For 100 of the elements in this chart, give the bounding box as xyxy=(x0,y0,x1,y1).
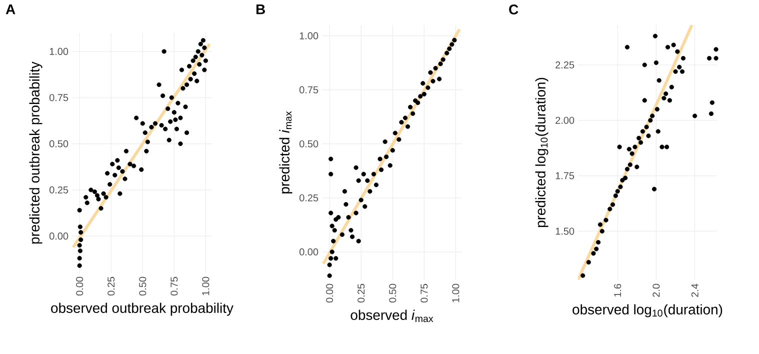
point xyxy=(408,104,413,110)
point xyxy=(328,210,334,216)
point xyxy=(428,70,433,75)
point xyxy=(382,139,388,144)
x-tick-label: 0.75 xyxy=(420,284,428,303)
point xyxy=(447,46,452,52)
y-tick-label: 0.50 xyxy=(299,140,318,148)
point xyxy=(680,56,686,61)
point xyxy=(437,76,442,82)
point xyxy=(358,198,364,202)
y-tick-label: 0.25 xyxy=(49,186,68,194)
point xyxy=(390,148,395,153)
y-tick-label: 1.00 xyxy=(50,48,68,55)
x-tick-label: 0.25 xyxy=(108,276,115,296)
point xyxy=(334,256,338,261)
point xyxy=(620,178,625,183)
point xyxy=(440,57,446,62)
point xyxy=(340,232,344,237)
point xyxy=(346,215,351,220)
point xyxy=(327,262,332,268)
point xyxy=(410,111,416,116)
point xyxy=(328,172,334,176)
x-tick-label: 0.50 xyxy=(139,276,146,296)
point xyxy=(706,56,712,61)
x-axis-title: observed outbreak probability xyxy=(51,302,234,316)
point xyxy=(596,240,601,245)
point xyxy=(378,167,384,172)
chart-title: B xyxy=(256,4,265,14)
y-axis-title: predicted log$_{10}$(duration) xyxy=(535,78,548,228)
point xyxy=(328,256,334,261)
x-tick-label: 0.75 xyxy=(170,276,178,296)
point xyxy=(673,69,678,74)
point xyxy=(615,189,620,194)
x-tick-label: 2.0 xyxy=(652,284,660,297)
x-axis-title: observed log$_{10}$(duration) xyxy=(572,304,722,318)
point xyxy=(378,156,382,162)
point xyxy=(330,250,334,254)
point xyxy=(354,210,358,216)
point xyxy=(664,91,668,96)
point xyxy=(669,84,674,90)
point xyxy=(371,172,376,176)
point xyxy=(708,111,714,116)
point xyxy=(692,114,698,118)
y-tick-label: 0.50 xyxy=(49,140,68,148)
y-axis-title: predicted i$_{max}$ xyxy=(279,111,292,194)
point xyxy=(396,137,402,142)
x-tick-label: 0.50 xyxy=(389,284,396,303)
point xyxy=(648,118,653,123)
point xyxy=(646,134,651,138)
point xyxy=(405,124,410,129)
point xyxy=(634,164,640,170)
point xyxy=(580,273,586,278)
x-tick-label: 1.00 xyxy=(452,284,460,302)
point xyxy=(365,178,370,183)
point xyxy=(342,189,348,194)
x-tick-label: 0.25 xyxy=(358,284,365,303)
point xyxy=(654,106,660,112)
point xyxy=(426,85,430,90)
point xyxy=(608,206,612,212)
x-tick-label: 1.6 xyxy=(614,284,622,297)
x-tick-label: 0.00 xyxy=(76,276,84,296)
x-axis-title: observed i$_{max}$ xyxy=(350,310,434,322)
point xyxy=(677,64,682,70)
point xyxy=(652,34,658,38)
point xyxy=(632,144,638,150)
point xyxy=(652,186,657,192)
point xyxy=(418,94,423,99)
x-tick-label: 0.00 xyxy=(326,284,334,303)
point xyxy=(336,215,341,220)
point xyxy=(392,130,398,136)
point xyxy=(714,56,718,61)
point xyxy=(591,251,596,256)
point xyxy=(644,124,649,130)
point xyxy=(656,78,662,83)
point xyxy=(626,146,632,152)
y-tick-label: 1.00 xyxy=(300,32,318,40)
point xyxy=(374,182,379,188)
x-tick-label: 1.00 xyxy=(202,276,210,296)
point xyxy=(361,172,366,176)
point xyxy=(586,260,591,265)
chart-title: A xyxy=(6,4,16,14)
point xyxy=(356,238,361,244)
point xyxy=(348,228,354,233)
point xyxy=(667,98,672,103)
point xyxy=(416,100,420,106)
point xyxy=(332,228,337,233)
point xyxy=(642,62,647,68)
point xyxy=(664,144,670,150)
point xyxy=(624,44,630,50)
point xyxy=(438,62,443,66)
point xyxy=(610,202,616,207)
point xyxy=(604,218,608,222)
point xyxy=(420,81,426,86)
y-tick-label: 0.75 xyxy=(299,86,318,94)
point xyxy=(356,178,361,183)
point xyxy=(450,42,454,47)
point xyxy=(327,273,332,278)
x-tick-label: 2.4 xyxy=(691,284,698,297)
point xyxy=(640,129,645,134)
y-tick-label: 0.00 xyxy=(49,232,68,240)
